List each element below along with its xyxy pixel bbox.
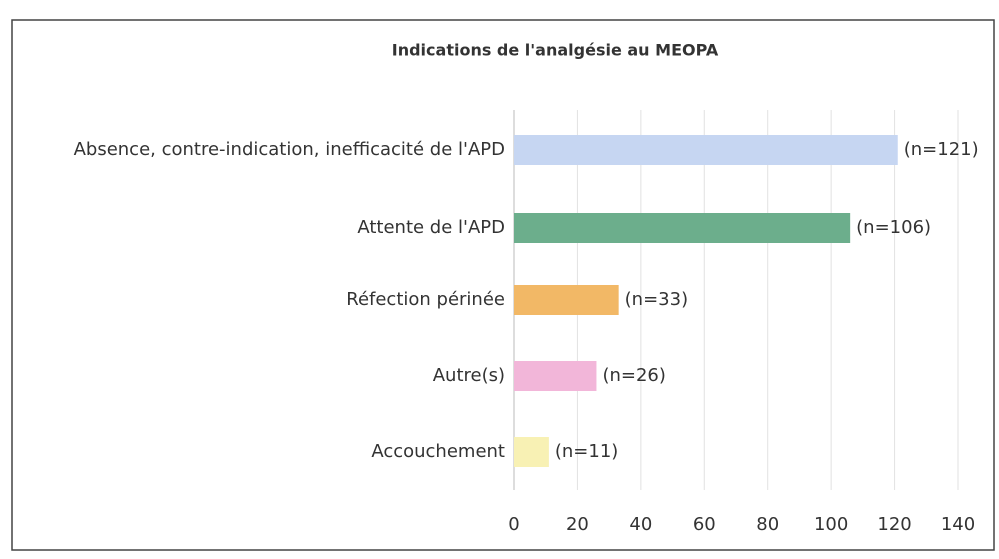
y-tick-label: Absence, contre-indication, inefficacité… — [73, 139, 505, 160]
bar — [514, 437, 549, 467]
value-label: (n=106) — [856, 217, 931, 238]
chart-border — [11, 19, 995, 551]
x-tick-label: 20 — [566, 514, 589, 535]
bar — [514, 361, 597, 391]
bar — [514, 213, 851, 243]
x-tick-label: 40 — [629, 514, 652, 535]
x-tick-label: 100 — [814, 514, 848, 535]
y-tick-label: Réfection périnée — [346, 289, 505, 310]
bar — [514, 135, 898, 165]
x-tick-label: 80 — [756, 514, 779, 535]
x-tick-label: 0 — [508, 514, 519, 535]
y-tick-label: Accouchement — [371, 441, 505, 462]
value-label: (n=121) — [904, 139, 979, 160]
y-tick-label: Autre(s) — [432, 365, 505, 386]
bar — [514, 285, 619, 315]
value-label: (n=33) — [625, 289, 688, 310]
x-tick-label: 60 — [693, 514, 716, 535]
value-label: (n=11) — [555, 441, 618, 462]
x-tick-label: 140 — [941, 514, 975, 535]
value-label: (n=26) — [602, 365, 665, 386]
x-tick-label: 120 — [877, 514, 911, 535]
chart-title: Indications de l'analgésie au MEOPA — [392, 41, 719, 60]
y-tick-label: Attente de l'APD — [357, 217, 505, 238]
